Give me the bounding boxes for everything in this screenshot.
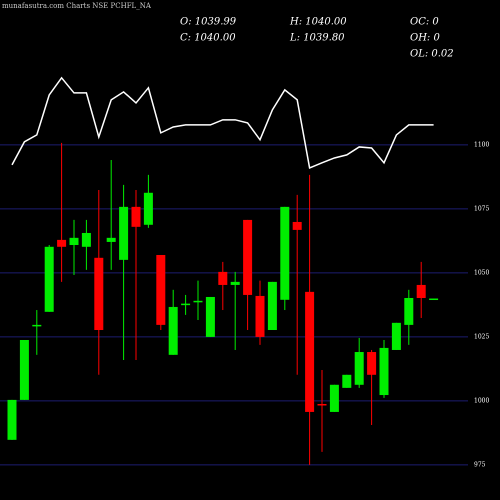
y-tick-label: 1000 (474, 397, 489, 404)
chart-title: munafasutra.com Charts NSE PCHFL_NA (2, 2, 152, 10)
candle-body (354, 352, 364, 385)
y-tick-label: 1050 (474, 269, 489, 276)
y-tick-label: 1100 (474, 141, 489, 148)
candle-body (143, 192, 153, 225)
candle-body (69, 237, 79, 246)
candle-body (218, 271, 228, 285)
candle-body (168, 306, 178, 355)
candle-body (57, 239, 67, 247)
candle-body (317, 403, 327, 406)
candle-body (81, 232, 91, 247)
y-tick-label: 1025 (474, 333, 489, 340)
ohlc-info: C: 1040.00 (180, 33, 236, 44)
candle-body (94, 257, 104, 331)
indicator-line (11, 76, 434, 169)
candle-body (416, 284, 426, 299)
candle-body (19, 339, 29, 400)
ohlc-info: H: 1040.00 (289, 17, 347, 28)
candle-body (44, 246, 54, 312)
candle-body (156, 254, 166, 325)
candle-body (32, 324, 42, 327)
candle-body (267, 281, 277, 331)
candle-body (391, 322, 401, 350)
candle-body (131, 206, 141, 227)
ohlc-info: O: 1039.99 (180, 17, 237, 28)
candle-body (181, 303, 191, 306)
candle-body (429, 298, 439, 301)
ohlc-info: OH: 0 (410, 33, 440, 44)
candle-body (342, 374, 352, 388)
y-tick-label: 1075 (474, 205, 489, 212)
candle-body (255, 295, 265, 337)
candle-body (329, 384, 339, 412)
y-tick-label: 975 (474, 461, 486, 468)
candle-body (243, 219, 253, 295)
candle-body (230, 281, 240, 285)
candle-body (106, 237, 116, 242)
ohlc-info: OL: 0.02 (410, 49, 454, 60)
candle-body (367, 352, 377, 375)
candle-body (205, 296, 215, 337)
candle-body (280, 206, 290, 300)
candle-body (7, 399, 17, 440)
ohlc-info: OC: 0 (410, 17, 439, 28)
ohlc-info: L: 1039.80 (289, 33, 345, 44)
candle-body (379, 347, 389, 396)
candle-body (292, 221, 302, 230)
candle-body (193, 300, 203, 303)
candle-body (305, 291, 315, 412)
candle-body (119, 206, 129, 260)
candle-body (404, 298, 414, 325)
